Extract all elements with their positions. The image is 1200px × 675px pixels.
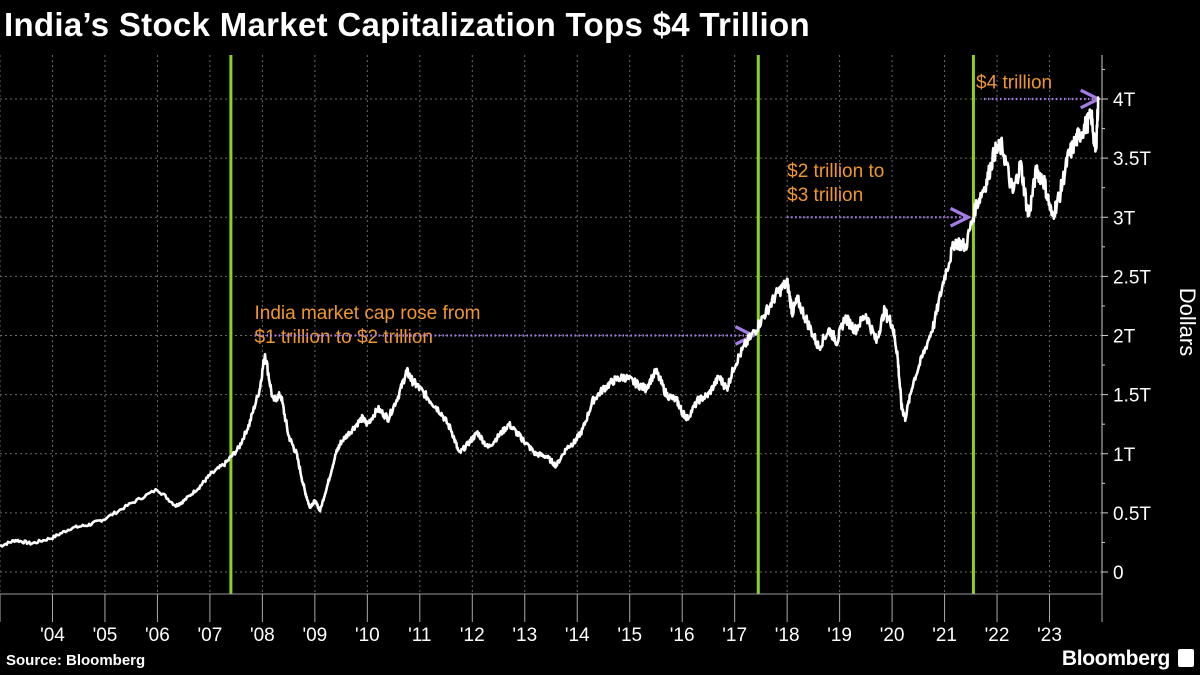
y-tick-label: 1.5T	[1113, 386, 1151, 407]
source-note: Source: Bloomberg	[6, 652, 146, 669]
y-tick-label: 2T	[1113, 327, 1136, 348]
annotation-text: India market cap rose from	[255, 303, 481, 324]
x-tick-label: '22	[985, 625, 1010, 646]
x-tick-label: '19	[827, 625, 852, 646]
y-tick-label: 2.5T	[1113, 267, 1151, 288]
x-tick-label: '12	[460, 625, 485, 646]
x-tick-label: '17	[722, 625, 747, 646]
market-cap-line	[0, 96, 1100, 548]
y-tick-label: 0	[1113, 563, 1124, 584]
x-tick-label: '09	[302, 625, 327, 646]
x-tick-label: '15	[617, 625, 642, 646]
x-tick-label: '11	[408, 625, 431, 646]
y-tick-label: 4T	[1113, 90, 1136, 111]
annotation-text: $1 trillion to $2 trillion	[255, 327, 433, 348]
bloomberg-logo: Bloomberg	[1061, 647, 1170, 670]
axis-layer: 0 0.5T 1T 1.5T 2T 2.5T 3T 3.5T 4T '04 '05 '06 '07 '08…	[0, 55, 1200, 646]
annotation-text: $4 trillion	[976, 72, 1052, 93]
series-layer	[0, 96, 1100, 548]
y-tick-label: 3T	[1113, 208, 1136, 229]
x-tick-label: '20	[880, 625, 905, 646]
y-axis-label: Dollars	[1175, 288, 1200, 356]
x-tick-label: '13	[512, 625, 537, 646]
chart-title: India’s Stock Market Capitalization Tops…	[4, 6, 810, 43]
x-tick-label: '06	[145, 625, 170, 646]
x-tick-label: '21	[932, 625, 957, 646]
y-tick-label: 1T	[1113, 445, 1136, 466]
bloomberg-mark-icon	[1178, 649, 1194, 667]
y-tick-label: 0.5T	[1113, 504, 1151, 525]
annotation-text: $2 trillion to	[787, 161, 884, 182]
x-tick-label: '23	[1037, 625, 1062, 646]
grid-layer	[0, 55, 1103, 594]
x-tick-label: '05	[93, 625, 118, 646]
annotation-text: $3 trillion	[787, 185, 863, 206]
x-tick-label: '04	[40, 625, 65, 646]
milestone-layer	[229, 55, 975, 594]
x-tick-label: '16	[670, 625, 695, 646]
y-tick-label: 3.5T	[1113, 149, 1151, 170]
x-tick-label: '10	[355, 625, 380, 646]
x-tick-label: '08	[250, 625, 275, 646]
x-tick-label: '18	[775, 625, 800, 646]
x-tick-label: '14	[565, 625, 590, 646]
annotation-layer: India market cap rose from $1 trillion to…	[254, 72, 1099, 348]
x-tick-label: '07	[198, 625, 223, 646]
